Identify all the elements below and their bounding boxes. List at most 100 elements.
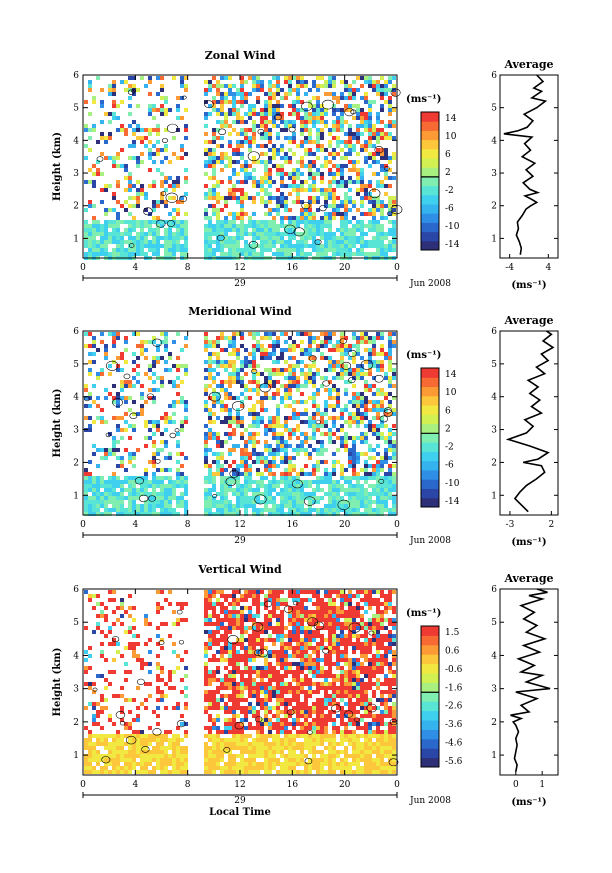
heatmap-cell — [96, 504, 100, 508]
heatmap-cell — [212, 148, 216, 152]
heatmap-cell — [184, 176, 188, 180]
heatmap-cell — [320, 340, 324, 344]
heatmap-cell — [104, 212, 108, 216]
heatmap-cell — [220, 594, 224, 598]
heatmap-cell — [100, 496, 104, 500]
heatmap-cell — [184, 500, 188, 504]
heatmap-cell — [232, 344, 236, 348]
heatmap-cell — [272, 236, 276, 240]
heatmap-cell — [124, 766, 128, 770]
heatmap-cell — [176, 666, 180, 670]
heatmap-cell — [356, 168, 360, 172]
contour-line — [291, 479, 303, 489]
heatmap-cell — [88, 360, 92, 364]
heatmap-cell — [152, 116, 156, 120]
heatmap-cell — [348, 348, 352, 352]
heatmap-cell — [84, 706, 88, 710]
heatmap-cell — [276, 124, 280, 128]
heatmap-cell — [120, 396, 124, 400]
heatmap-cell — [312, 404, 316, 408]
heatmap-cell — [100, 188, 104, 192]
heatmap-cell — [340, 116, 344, 120]
heatmap-cell — [84, 404, 88, 408]
heatmap-cell — [244, 750, 248, 754]
heatmap-cell — [300, 188, 304, 192]
heatmap-cell — [344, 216, 348, 220]
heatmap-cell — [340, 212, 344, 216]
heatmap-cell — [272, 340, 276, 344]
heatmap-cell — [100, 368, 104, 372]
heatmap-cell — [272, 152, 276, 156]
heatmap-cell — [304, 188, 308, 192]
heatmap-cell — [288, 364, 292, 368]
heatmap-cell — [248, 590, 252, 594]
heatmap-cell — [184, 244, 188, 248]
heatmap-cell — [260, 136, 264, 140]
heatmap-cell — [284, 228, 288, 232]
heatmap-cell — [348, 484, 352, 488]
heatmap-cell — [272, 384, 276, 388]
heatmap-cell — [392, 244, 396, 248]
heatmap-cell — [180, 400, 184, 404]
heatmap-cell — [260, 344, 264, 348]
heatmap-cell — [168, 160, 172, 164]
heatmap-cell — [264, 448, 268, 452]
heatmap-cell — [360, 120, 364, 124]
heatmap-cell — [144, 618, 148, 622]
heatmap-cell — [116, 440, 120, 444]
heatmap-cell — [268, 192, 272, 196]
heatmap-cell — [320, 344, 324, 348]
heatmap-cell — [120, 488, 124, 492]
heatmap-cell — [268, 84, 272, 88]
heatmap-cell — [228, 662, 232, 666]
heatmap-cell — [252, 156, 256, 160]
heatmap-cell — [236, 770, 240, 774]
heatmap-cell — [180, 758, 184, 762]
heatmap-cell — [220, 384, 224, 388]
heatmap-cell — [220, 196, 224, 200]
heatmap-cell — [308, 344, 312, 348]
heatmap-cell — [244, 172, 248, 176]
heatmap-cell — [264, 224, 268, 228]
heatmap-cell — [276, 484, 280, 488]
heatmap-cell — [252, 380, 256, 384]
heatmap-cell — [172, 686, 176, 690]
heatmap-cell — [156, 132, 160, 136]
heatmap-cell — [320, 188, 324, 192]
heatmap-cell — [340, 416, 344, 420]
contour-line — [368, 188, 381, 199]
heatmap-cell — [216, 128, 220, 132]
heatmap-cell — [124, 176, 128, 180]
heatmap-cell — [240, 738, 244, 742]
heatmap-cell — [368, 420, 372, 424]
heatmap-cell — [88, 682, 92, 686]
heatmap-cell — [268, 380, 272, 384]
heatmap-cell — [320, 132, 324, 136]
heatmap-cell — [276, 188, 280, 192]
colorbar-tick-label: -10 — [445, 479, 460, 489]
heatmap-cell — [352, 496, 356, 500]
heatmap-cell — [108, 512, 112, 516]
heatmap-cell — [228, 420, 232, 424]
heatmap-cell — [244, 232, 248, 236]
heatmap-cell — [104, 758, 108, 762]
heatmap-cell — [244, 658, 248, 662]
heatmap-cell — [128, 754, 132, 758]
heatmap-cell — [244, 388, 248, 392]
heatmap-cell — [292, 368, 296, 372]
heatmap-cell — [124, 670, 128, 674]
heatmap-cell — [312, 124, 316, 128]
heatmap-cell — [168, 504, 172, 508]
heatmap-cell — [252, 504, 256, 508]
heatmap-cell — [148, 512, 152, 516]
heatmap-cell — [148, 340, 152, 344]
heatmap-cell — [368, 496, 372, 500]
heatmap-cell — [108, 208, 112, 212]
heatmap-cell — [244, 80, 248, 84]
heatmap-cell — [120, 220, 124, 224]
heatmap-cell — [236, 376, 240, 380]
heatmap-cell — [268, 396, 272, 400]
heatmap-cell — [240, 674, 244, 678]
heatmap-cell — [316, 240, 320, 244]
heatmap-cell — [164, 420, 168, 424]
